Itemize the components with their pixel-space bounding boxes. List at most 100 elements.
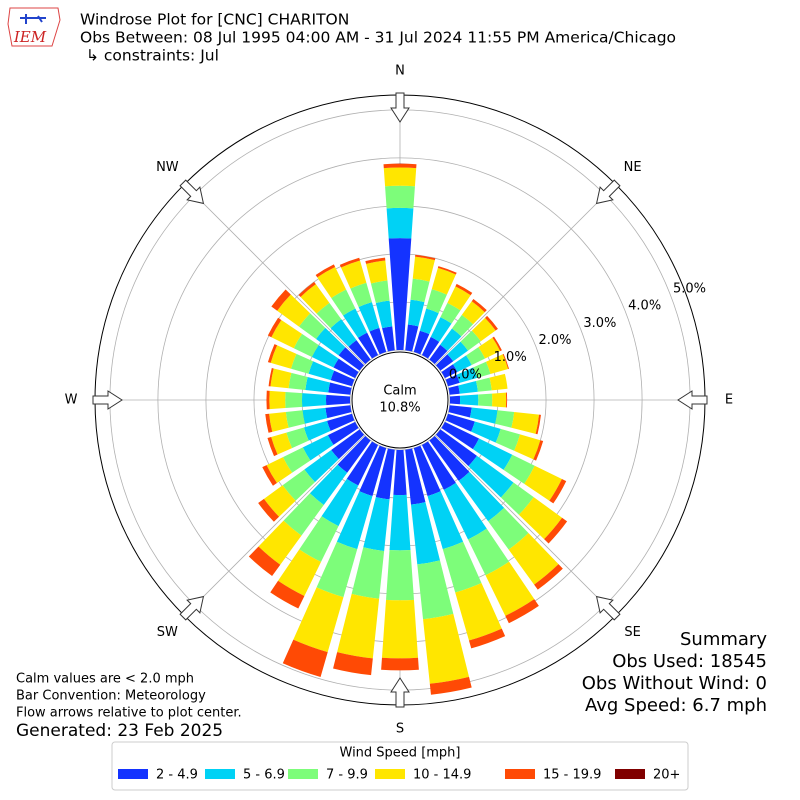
bar-segment xyxy=(440,302,461,324)
bar-segment xyxy=(430,317,452,342)
flow-arrow xyxy=(390,677,410,708)
bar-segment xyxy=(405,448,426,505)
bar-segment xyxy=(266,390,270,410)
bar-segment xyxy=(448,385,460,395)
chart-title: Windrose Plot for [CNC] CHARITON xyxy=(80,11,349,29)
bar-segment xyxy=(265,413,273,433)
bar-segment xyxy=(350,282,372,307)
bar-segment xyxy=(248,546,281,577)
bar-segment xyxy=(508,533,559,585)
bar-segment xyxy=(330,319,357,347)
bar-segment xyxy=(375,300,393,329)
logo-icon xyxy=(20,14,46,24)
bar-segment xyxy=(468,528,510,576)
bar-segment xyxy=(448,405,472,418)
bar-segment xyxy=(478,393,493,407)
bar-segment xyxy=(327,421,359,445)
bar-segment xyxy=(518,497,563,540)
bar-segment xyxy=(298,313,326,339)
bar-segment xyxy=(385,185,415,209)
bar-segment xyxy=(449,395,461,405)
legend-label: 5 - 6.9 xyxy=(243,768,285,783)
bar-segment xyxy=(317,267,347,299)
bar-segment xyxy=(468,455,514,498)
legend-label: 10 - 14.9 xyxy=(413,768,471,783)
bar-segment xyxy=(431,267,456,295)
bar-segment xyxy=(305,376,331,393)
bar-segment xyxy=(472,438,513,470)
bar-segment xyxy=(291,353,314,374)
bar-segment xyxy=(343,308,368,338)
direction-label: NW xyxy=(156,160,179,175)
bar-segment xyxy=(478,337,501,359)
bar-segment xyxy=(495,428,521,451)
summary-line: Obs Without Wind: 0 xyxy=(582,673,767,694)
r-tick-label: 2.0% xyxy=(539,333,572,348)
bar-segment xyxy=(301,393,327,407)
bar-segment xyxy=(325,394,351,406)
bar-segment xyxy=(269,412,289,432)
bar-segment xyxy=(471,317,496,342)
bar-segment xyxy=(316,541,358,598)
bar-segment xyxy=(268,368,274,387)
bar-segment xyxy=(316,302,342,329)
legend-title: Wind Speed [mph] xyxy=(340,746,461,761)
bar-segment xyxy=(288,372,308,391)
legend-box xyxy=(111,741,689,791)
bar-segment xyxy=(370,280,390,304)
bar-segment xyxy=(277,294,311,327)
bar-segment xyxy=(282,447,311,473)
bar-segment xyxy=(270,368,292,389)
flow-arrow xyxy=(677,390,708,410)
bar-segment xyxy=(442,541,482,593)
grid-spoke xyxy=(184,435,365,616)
bar-segment xyxy=(437,266,457,275)
bar-segment xyxy=(535,414,541,435)
bar-segment xyxy=(271,289,291,311)
bar-segment xyxy=(486,354,509,375)
grid-spoke xyxy=(435,184,616,365)
bar-segment xyxy=(502,353,509,370)
r-tick-label: 4.0% xyxy=(628,299,661,314)
bar-segment xyxy=(308,361,335,381)
bar-segment xyxy=(330,370,355,387)
bar-segment xyxy=(441,421,480,450)
bar-segment xyxy=(336,491,373,550)
legend-swatch xyxy=(375,769,405,779)
legend-swatch xyxy=(205,769,235,779)
flow-arrow xyxy=(179,179,205,205)
bar-segment xyxy=(267,317,282,338)
bar-segment xyxy=(435,354,454,371)
bar-segment xyxy=(311,345,339,368)
bar-segment xyxy=(328,382,352,395)
bar-segment xyxy=(429,676,472,695)
bar-segment xyxy=(270,345,297,369)
bar-segment xyxy=(302,435,334,461)
flow-arrow xyxy=(595,595,621,621)
direction-label: NE xyxy=(624,160,642,175)
bar-segment xyxy=(351,547,385,599)
bar-segment xyxy=(489,373,508,391)
bar-segment xyxy=(492,336,502,352)
direction-label: SW xyxy=(157,625,178,640)
direction-label: SE xyxy=(624,625,640,640)
bar-segment xyxy=(327,413,355,431)
bar-segment xyxy=(267,436,278,457)
bar-segment xyxy=(358,332,379,359)
bar-segment xyxy=(503,454,535,484)
generated-date: Generated: 23 Feb 2025 xyxy=(16,721,223,741)
bar-segment xyxy=(321,478,359,527)
summary-line: Avg Speed: 6.7 mph xyxy=(585,695,767,716)
bar-segment xyxy=(358,302,380,332)
note: Calm values are < 2.0 mph xyxy=(16,672,194,687)
bar-segment xyxy=(337,435,371,473)
bar-segment xyxy=(469,407,498,424)
note: Flow arrows relative to plot center. xyxy=(16,706,242,721)
bar-segment xyxy=(419,308,439,335)
bar-segment xyxy=(381,657,419,671)
r-tick-label: 1.0% xyxy=(494,350,527,365)
bar-segment xyxy=(440,328,462,351)
bar-segment xyxy=(303,420,331,441)
bar-segment xyxy=(383,167,417,187)
